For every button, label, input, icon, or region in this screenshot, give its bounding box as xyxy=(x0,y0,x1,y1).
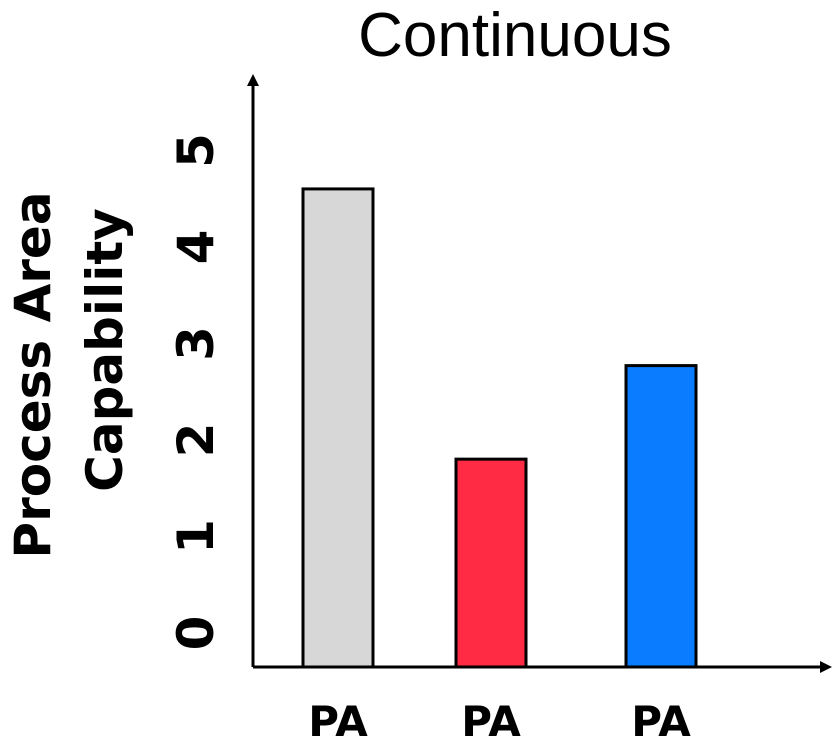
chart-title: Continuous xyxy=(358,1,672,70)
x-category-label: PA xyxy=(631,697,691,746)
y-axis-label-line-2: Capability xyxy=(76,208,134,492)
y-tick-label: 1 xyxy=(167,519,225,554)
bar xyxy=(301,187,375,669)
y-tick-label: 0 xyxy=(167,616,225,651)
x-category-label: PA xyxy=(461,697,521,746)
y-axis-label-line-1: Process Area xyxy=(4,191,62,558)
y-tick-label: 5 xyxy=(167,133,225,168)
y-tick-label: 2 xyxy=(167,423,225,458)
bars xyxy=(301,187,698,669)
bar xyxy=(624,364,698,669)
y-tick-label: 3 xyxy=(167,326,225,361)
category-labels: PA PA PA xyxy=(308,697,691,746)
y-axis-ticks: 0 1 2 3 4 5 xyxy=(167,133,225,650)
bar xyxy=(454,457,528,669)
x-category-label: PA xyxy=(308,697,368,746)
y-tick-label: 4 xyxy=(167,230,225,265)
